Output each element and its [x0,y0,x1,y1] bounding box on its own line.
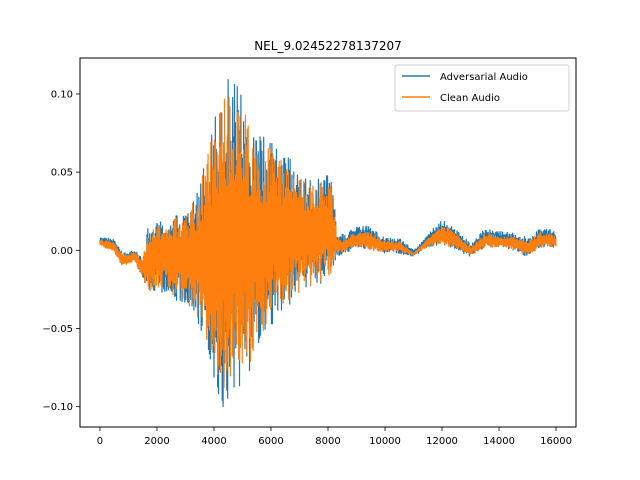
x-tick-label: 14000 [483,436,515,447]
y-tick-label: 0.05 [51,168,73,179]
x-tick-label: 4000 [201,436,226,447]
x-tick-label: 6000 [258,436,283,447]
x-tick-label: 2000 [144,436,169,447]
series-layer [99,79,557,408]
series-line-clean [99,96,557,388]
legend-box [394,64,570,112]
y-tick-label: −0.05 [42,324,73,335]
y-tick-label: 0.10 [51,89,73,100]
x-tick-label: 16000 [540,436,572,447]
x-tick-label: 12000 [426,436,458,447]
y-tick-label: −0.10 [42,402,73,413]
x-tick-label: 8000 [315,436,340,447]
chart-title: NEL_9.02452278137207 [254,39,402,53]
y-tick-label: 0.00 [51,246,73,257]
legend-label-adversarial: Adversarial Audio [440,72,528,83]
x-axis: 0 2000 4000 6000 8000 10000 12000 14000 16000 [97,427,572,447]
x-tick-label: 0 [97,436,103,447]
x-tick-label: 10000 [369,436,401,447]
y-axis: −0.10 −0.05 0.00 0.05 0.10 [42,89,80,413]
legend-label-clean: Clean Audio [440,93,500,104]
legend: Adversarial Audio Clean Audio [394,64,570,112]
